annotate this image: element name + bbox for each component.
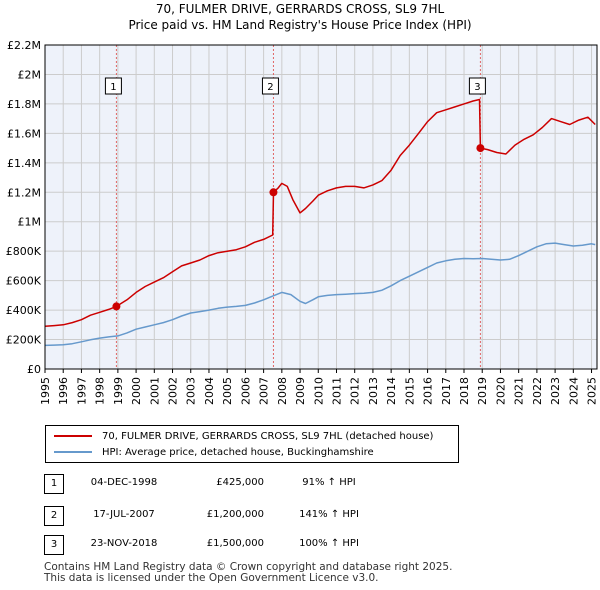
x-tick-label: 2019	[476, 377, 489, 405]
x-tick-label: 2014	[385, 377, 398, 405]
chart-title-line-2: Price paid vs. HM Land Registry's House …	[128, 18, 472, 32]
y-tick-label: £1.6M	[7, 127, 41, 140]
x-tick-label: 2006	[239, 377, 252, 405]
sale-point	[476, 144, 485, 153]
footer-copyright: Contains HM Land Registry data © Crown c…	[44, 561, 453, 573]
legend-property-swatch	[54, 435, 92, 437]
x-tick-label: 2021	[513, 377, 526, 405]
x-tick-label: 2010	[312, 377, 325, 405]
y-tick-label: £1.2M	[7, 186, 41, 199]
x-tick-label: 1999	[112, 377, 125, 405]
transaction-date: 23-NOV-2018	[90, 538, 158, 549]
legend-hpi-swatch	[54, 451, 92, 453]
legend-item-hpi: HPI: Average price, detached house, Buck…	[54, 444, 374, 460]
legend-property-label: 70, FULMER DRIVE, GERRARDS CROSS, SL9 7H…	[102, 430, 434, 442]
footer-licence: This data is licensed under the Open Gov…	[44, 572, 379, 584]
chart-legend: 70, FULMER DRIVE, GERRARDS CROSS, SL9 7H…	[45, 425, 459, 463]
y-tick-label: £600K	[6, 275, 42, 288]
y-tick-label: £1.8M	[7, 98, 41, 111]
x-tick-label: 2018	[458, 377, 471, 405]
transaction-hpi-change: 91% ↑ HPI	[302, 477, 356, 488]
property-price-line	[44, 98, 596, 328]
transaction-number: 1	[44, 474, 64, 494]
transaction-date: 04-DEC-1998	[90, 477, 158, 488]
sale-label-number: 3	[474, 82, 480, 93]
plot-frame	[44, 44, 598, 370]
transaction-price: £1,500,000	[206, 538, 264, 549]
x-tick-label: 2000	[130, 377, 143, 405]
x-tick-label: 2004	[203, 377, 216, 405]
sale-label-box	[468, 77, 486, 95]
y-tick-label: £400K	[6, 304, 42, 317]
sale-label-box	[261, 77, 279, 95]
sale-point	[112, 302, 121, 311]
hpi-line	[44, 242, 596, 347]
sale-label-box	[104, 77, 122, 95]
x-tick-label: 2013	[367, 377, 380, 405]
x-tick-label: 2016	[422, 377, 435, 405]
sale-label-number: 2	[267, 82, 273, 93]
x-tick-label: 2023	[549, 377, 562, 405]
transaction-number: 2	[44, 506, 64, 526]
sale-label-number: 1	[110, 82, 116, 93]
x-tick-label: 2008	[276, 377, 289, 405]
transaction-hpi-change: 141% ↑ HPI	[299, 509, 359, 520]
transaction-date: 17-JUL-2007	[93, 509, 155, 520]
y-tick-label: £1.4M	[7, 157, 41, 170]
x-tick-label: 2020	[494, 377, 507, 405]
y-tick-label: £2.2M	[7, 39, 41, 52]
x-tick-label: 2017	[440, 377, 453, 405]
x-tick-label: 2002	[167, 377, 180, 405]
y-tick-label: £200K	[6, 334, 42, 347]
x-tick-label: 1996	[57, 377, 70, 405]
legend-hpi-label: HPI: Average price, detached house, Buck…	[102, 446, 374, 458]
x-tick-label: 1998	[94, 377, 107, 405]
y-tick-label: £0	[27, 363, 41, 376]
y-tick-label: £1M	[18, 216, 42, 229]
transaction-price: £1,200,000	[206, 509, 264, 520]
y-tick-label: £2M	[18, 68, 42, 81]
x-tick-label: 2005	[221, 377, 234, 405]
legend-item-property: 70, FULMER DRIVE, GERRARDS CROSS, SL9 7H…	[54, 428, 433, 444]
plot-area	[45, 45, 597, 369]
x-tick-label: 2024	[567, 377, 580, 405]
transaction-price: £425,000	[216, 477, 264, 488]
y-tick-label: £800K	[6, 245, 42, 258]
x-tick-label: 2022	[531, 377, 544, 405]
x-tick-label: 2025	[586, 377, 599, 405]
x-tick-label: 2011	[330, 377, 343, 405]
x-tick-label: 1995	[39, 377, 52, 405]
x-tick-label: 2015	[403, 377, 416, 405]
x-tick-label: 1997	[75, 377, 88, 405]
x-tick-label: 2007	[258, 377, 271, 405]
x-tick-label: 2009	[294, 377, 307, 405]
price-chart: £0 £200K £400K £600K £800K £1M £1.2M £1.4M £1.6M…	[6, 39, 599, 405]
x-tick-label: 2001	[148, 377, 161, 405]
transaction-number: 3	[44, 535, 64, 555]
x-tick-label: 2012	[349, 377, 362, 405]
sale-point	[269, 188, 278, 197]
x-tick-label: 2003	[185, 377, 198, 405]
chart-title-line-1: 70, FULMER DRIVE, GERRARDS CROSS, SL9 7H…	[155, 2, 445, 16]
transaction-hpi-change: 100% ↑ HPI	[299, 538, 359, 549]
